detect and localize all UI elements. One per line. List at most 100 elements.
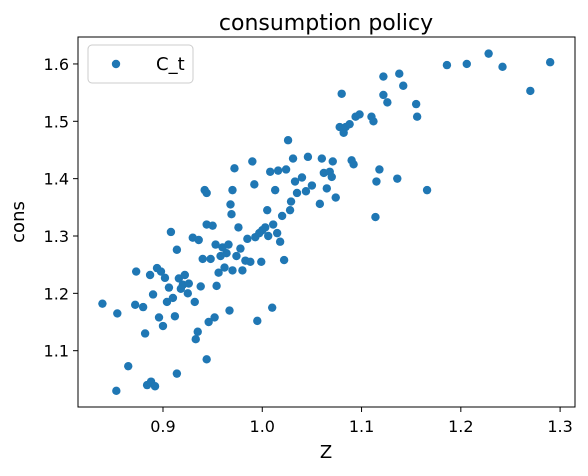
point	[498, 62, 507, 72]
y-tick-label: 1.2	[44, 284, 69, 303]
legend-marker	[111, 59, 121, 69]
point	[345, 119, 354, 129]
point	[303, 152, 313, 162]
point	[285, 205, 295, 215]
point	[160, 273, 170, 283]
point	[183, 289, 193, 298]
point	[399, 81, 408, 90]
point	[292, 188, 302, 198]
y-tick-label: 1.5	[44, 112, 69, 131]
point	[355, 110, 364, 119]
point	[210, 313, 219, 322]
point	[250, 180, 259, 189]
point	[225, 306, 234, 315]
point	[148, 290, 158, 299]
point	[264, 231, 273, 241]
point	[484, 49, 493, 58]
point	[236, 244, 245, 253]
point	[234, 223, 243, 232]
point	[243, 234, 252, 244]
point	[257, 257, 266, 266]
point	[545, 58, 555, 67]
point	[411, 99, 421, 109]
point	[196, 282, 205, 291]
point	[322, 184, 331, 193]
y-tick-label: 1.4	[44, 170, 69, 189]
point	[232, 251, 241, 261]
point	[172, 369, 182, 378]
point	[372, 177, 381, 186]
point	[317, 154, 327, 163]
point	[202, 188, 211, 198]
point	[138, 302, 148, 312]
point	[212, 281, 221, 291]
point	[98, 299, 107, 308]
point	[150, 382, 160, 391]
point	[198, 254, 207, 264]
point	[193, 327, 202, 336]
point	[315, 199, 325, 209]
point	[331, 193, 340, 202]
x-tick-label: 1.2	[448, 417, 473, 436]
point	[180, 270, 190, 280]
point	[162, 297, 172, 307]
point	[238, 266, 247, 275]
point	[275, 237, 285, 246]
y-axis-label: cons	[8, 201, 29, 243]
point	[112, 386, 121, 396]
point	[230, 164, 239, 173]
point	[172, 245, 182, 254]
point	[349, 160, 358, 169]
point	[124, 361, 133, 371]
point	[204, 317, 213, 327]
point	[393, 174, 402, 183]
point	[222, 248, 231, 258]
point	[263, 205, 272, 215]
point	[170, 312, 180, 321]
point	[113, 309, 122, 318]
point	[268, 220, 278, 229]
point	[395, 69, 404, 78]
legend-box	[87, 44, 194, 84]
point	[191, 335, 200, 344]
point	[208, 221, 217, 230]
point	[131, 267, 141, 276]
point	[248, 157, 257, 166]
point	[379, 90, 388, 100]
point	[371, 212, 380, 222]
point	[328, 157, 337, 166]
chart-title: consumption policy	[219, 11, 433, 36]
point	[130, 300, 140, 310]
point	[462, 59, 471, 69]
point	[277, 211, 287, 221]
point	[246, 257, 255, 266]
point	[327, 172, 336, 182]
x-tick-label: 1.3	[547, 417, 572, 436]
point	[272, 228, 282, 238]
point	[273, 166, 283, 175]
y-tick-label: 1.6	[44, 55, 69, 74]
point	[194, 235, 203, 245]
point	[184, 279, 193, 288]
point	[166, 227, 176, 237]
legend-label: C_t	[156, 54, 185, 75]
point	[228, 266, 237, 275]
point	[145, 270, 155, 280]
point	[307, 181, 317, 190]
point	[227, 210, 236, 219]
point	[214, 268, 223, 277]
point	[220, 263, 229, 272]
point	[224, 240, 233, 249]
point	[288, 154, 298, 163]
point	[211, 240, 220, 249]
point	[140, 329, 150, 338]
x-tick-label: 1.1	[349, 417, 374, 436]
plot-frame	[77, 36, 576, 408]
point	[206, 254, 215, 264]
point	[369, 117, 378, 126]
point	[156, 267, 166, 276]
x-tick-label: 1.0	[250, 417, 275, 436]
point	[412, 112, 422, 121]
point	[379, 72, 388, 81]
